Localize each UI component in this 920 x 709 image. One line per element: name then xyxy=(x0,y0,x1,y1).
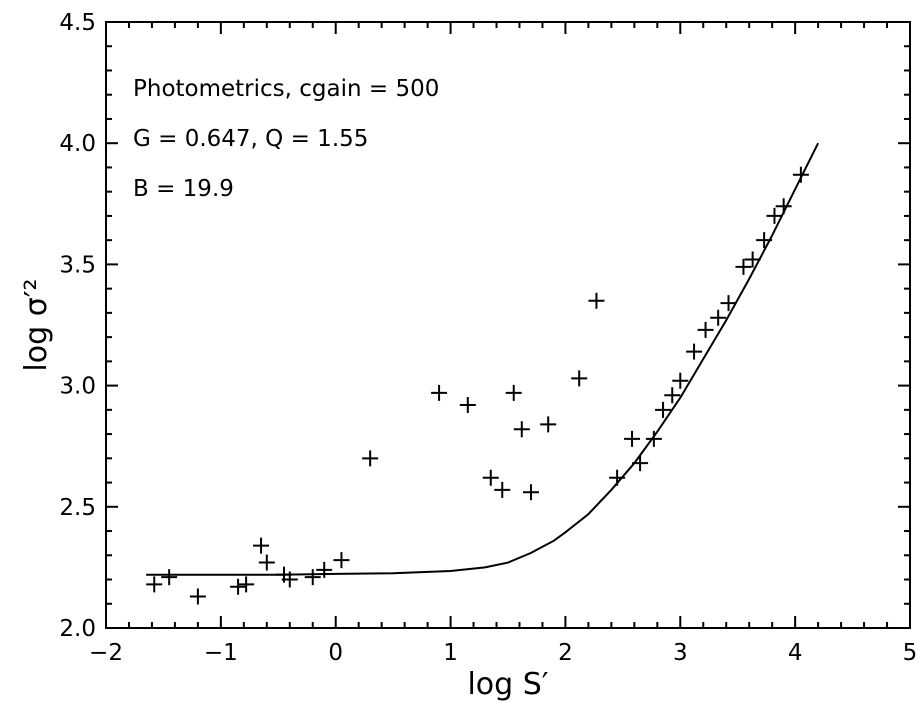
data-point xyxy=(588,292,605,309)
data-point xyxy=(281,571,298,588)
y-tick-label: 3.5 xyxy=(59,252,96,278)
annotation-gain-q: G = 0.647, Q = 1.55 xyxy=(133,126,368,152)
annotation-b: B = 19.9 xyxy=(133,176,234,202)
x-tick-label: 3 xyxy=(673,640,688,666)
data-point xyxy=(253,537,270,554)
x-tick-label: 1 xyxy=(443,640,458,666)
data-point xyxy=(482,469,499,486)
data-point xyxy=(494,481,511,498)
y-axis-title: log σ′² xyxy=(19,278,54,371)
x-tick-label: −2 xyxy=(89,640,123,666)
data-point xyxy=(459,396,476,413)
y-tick-label: 2.5 xyxy=(59,495,96,521)
y-tick-label: 4.5 xyxy=(59,10,96,36)
x-tick-label: −1 xyxy=(204,640,238,666)
data-point xyxy=(258,554,275,571)
y-tick-label: 4.0 xyxy=(59,131,96,157)
data-point xyxy=(316,561,333,578)
data-point xyxy=(161,569,178,586)
data-point xyxy=(304,569,321,586)
data-point xyxy=(720,295,737,312)
x-tick-label: 0 xyxy=(328,640,343,666)
data-point xyxy=(505,384,522,401)
data-point xyxy=(362,450,379,467)
x-tick-label: 5 xyxy=(903,640,918,666)
data-point xyxy=(686,343,703,360)
data-point xyxy=(756,232,773,249)
plot-frame xyxy=(105,21,911,629)
y-tick-label: 2.0 xyxy=(59,616,96,642)
data-point xyxy=(609,469,626,486)
data-point xyxy=(189,588,206,605)
data-point xyxy=(522,484,539,501)
data-point xyxy=(664,387,681,404)
data-point xyxy=(775,198,792,215)
data-point xyxy=(540,416,557,433)
fit-curve xyxy=(146,142,819,576)
data-point xyxy=(766,207,783,224)
x-axis-title: log S′ xyxy=(467,667,548,702)
fit-line xyxy=(146,142,819,576)
data-point xyxy=(146,576,163,593)
data-point xyxy=(431,384,448,401)
data-point xyxy=(792,166,809,183)
data-point xyxy=(710,309,727,326)
data-point xyxy=(655,401,672,418)
data-point xyxy=(645,430,662,447)
data-markers xyxy=(146,166,809,605)
x-tick-label: 2 xyxy=(558,640,573,666)
data-point xyxy=(333,552,350,569)
axis-tick-labels: −2 −1 0 1 2 3 4 5 2.0 2.5 3.0 3.5 4.0 4.5 xyxy=(59,10,917,666)
data-point xyxy=(672,372,689,389)
x-tick-label: 4 xyxy=(788,640,803,666)
data-point xyxy=(697,321,714,338)
data-point xyxy=(624,430,641,447)
axis-ticks xyxy=(105,21,911,629)
data-point xyxy=(744,251,761,268)
data-point xyxy=(632,455,649,472)
annotation-camera: Photometrics, cgain = 500 xyxy=(133,76,439,102)
y-tick-label: 3.0 xyxy=(59,374,96,400)
data-point xyxy=(513,421,530,438)
data-point xyxy=(571,370,588,387)
data-point xyxy=(735,258,752,275)
data-point xyxy=(230,578,247,595)
data-point xyxy=(238,576,255,593)
